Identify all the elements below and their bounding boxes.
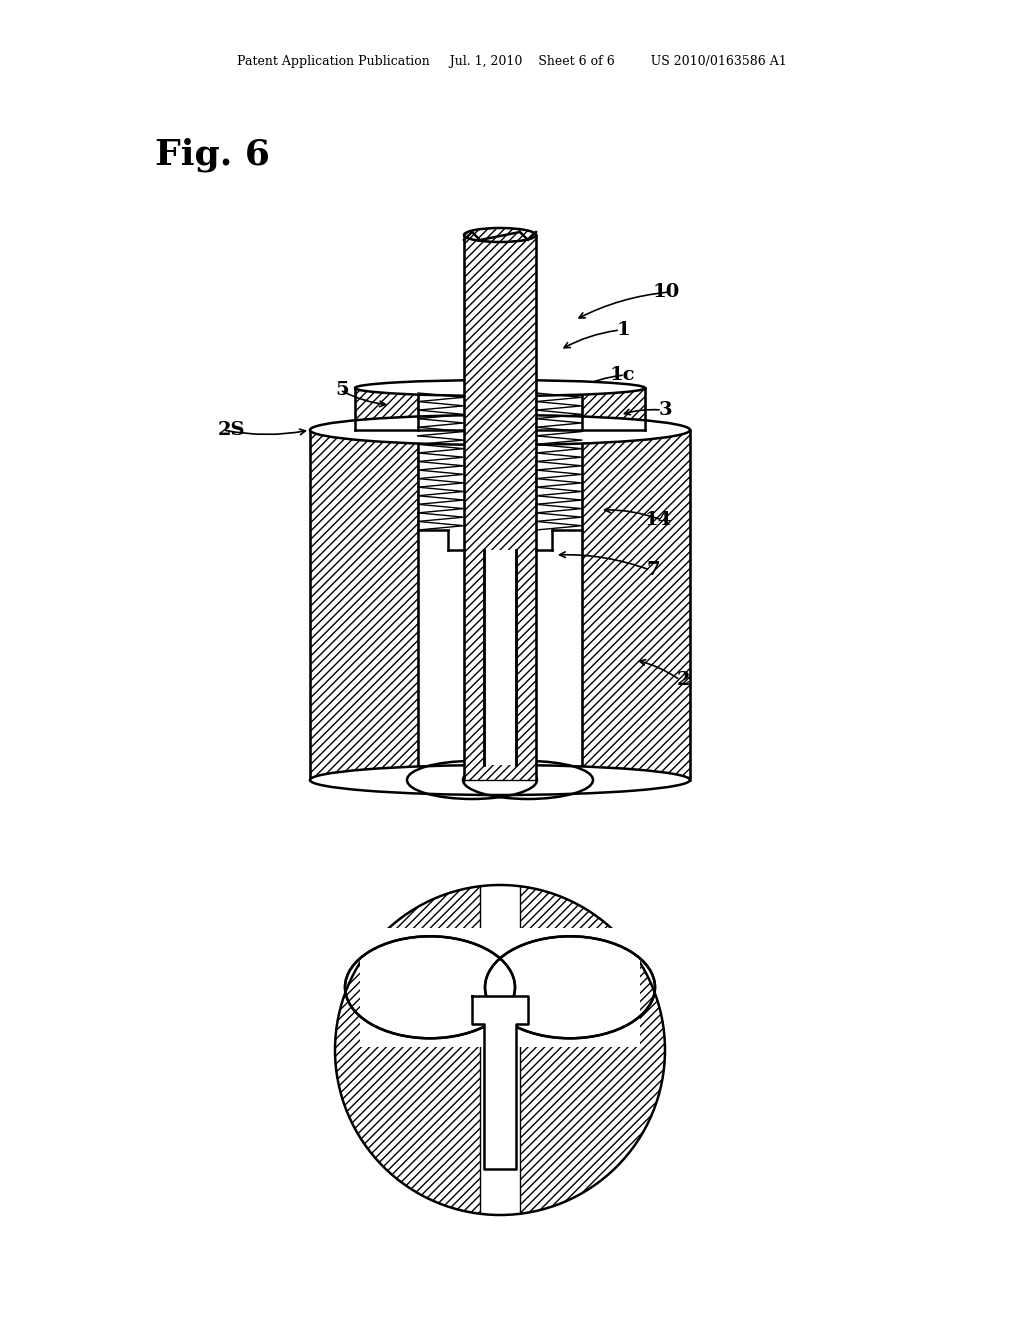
Ellipse shape — [464, 228, 536, 242]
Polygon shape — [310, 430, 690, 780]
Text: 1c: 1c — [609, 366, 635, 384]
Ellipse shape — [310, 766, 690, 795]
Text: 14: 14 — [645, 511, 672, 529]
Polygon shape — [472, 995, 528, 1168]
Polygon shape — [355, 388, 645, 430]
Circle shape — [335, 884, 665, 1214]
Ellipse shape — [355, 380, 645, 396]
Polygon shape — [360, 928, 500, 1047]
Polygon shape — [464, 235, 536, 780]
Text: Fig. 6: Fig. 6 — [155, 137, 270, 172]
Text: 1: 1 — [616, 321, 630, 339]
Polygon shape — [500, 928, 640, 1047]
Text: 3: 3 — [658, 401, 672, 418]
Text: 2: 2 — [677, 671, 690, 689]
Text: 2S: 2S — [218, 421, 246, 440]
Text: 7: 7 — [646, 561, 660, 579]
Text: 10: 10 — [652, 282, 680, 301]
Text: Patent Application Publication     Jul. 1, 2010    Sheet 6 of 6         US 2010/: Patent Application Publication Jul. 1, 2… — [238, 55, 786, 69]
Polygon shape — [484, 550, 516, 766]
Ellipse shape — [310, 414, 690, 445]
Text: 5: 5 — [335, 381, 348, 399]
